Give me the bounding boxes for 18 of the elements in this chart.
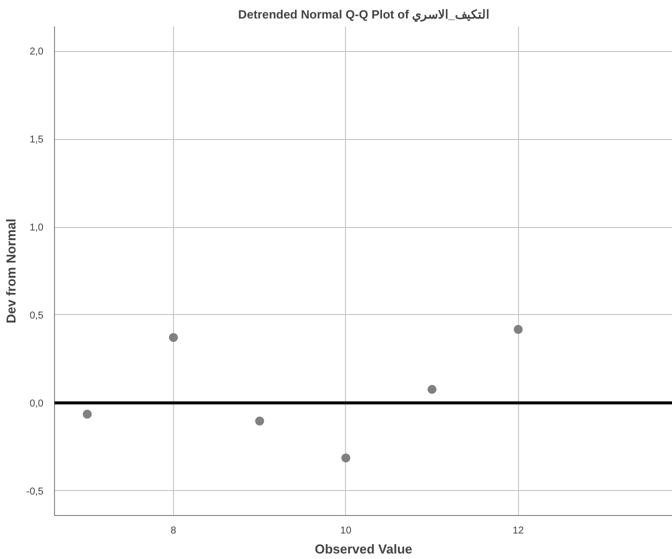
y-tick-label: -0,5 <box>26 486 44 498</box>
x-tick-label: 10 <box>340 526 352 536</box>
y-tick-label: 1,5 <box>30 134 44 146</box>
point <box>82 410 92 419</box>
chart-title: Detrended Normal Q-Q Plot of التكيف_الاسري <box>238 8 489 22</box>
x-tick-label: 12 <box>512 526 524 536</box>
point <box>168 333 178 342</box>
y-tick-label: 1,0 <box>30 222 44 234</box>
point <box>514 324 523 334</box>
y-tick-label: 0,0 <box>30 398 44 410</box>
x-tick-label: 8 <box>170 526 177 536</box>
x-axis-title: Observed Value <box>314 542 412 556</box>
point <box>255 416 264 426</box>
y-tick-label: 2,0 <box>30 46 44 58</box>
y-axis-title: Dev from Normal <box>3 218 18 324</box>
point <box>428 384 437 394</box>
y-tick-label: 0,5 <box>30 310 44 322</box>
point <box>341 453 350 462</box>
